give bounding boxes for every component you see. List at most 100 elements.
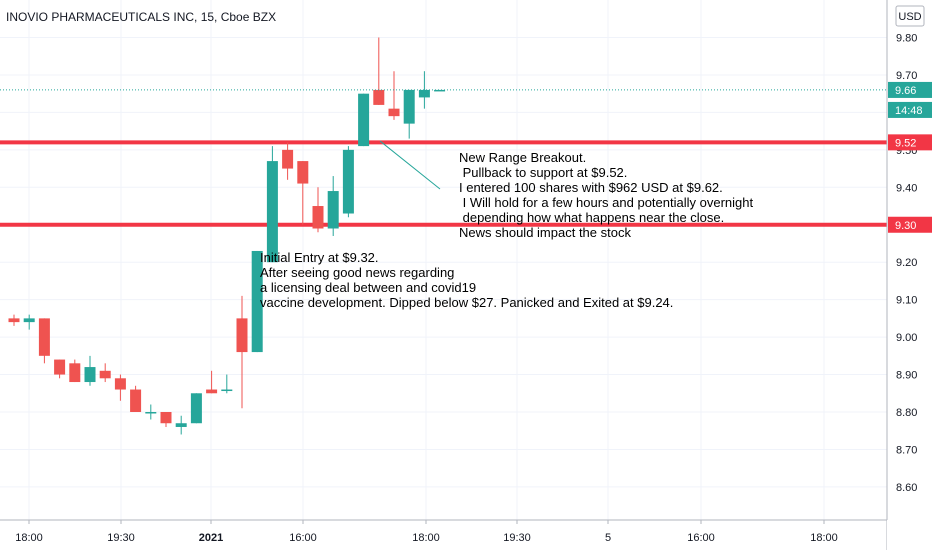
candle-body [251,250,263,353]
time-tick-label: 5 [605,532,611,544]
candle-body [8,318,20,323]
candle[interactable] [251,250,263,353]
level-price-tag-bg [888,216,932,233]
last-price-tag-label: 9.66 [895,85,916,97]
candle[interactable] [190,393,202,424]
candle-body [206,389,218,394]
price-tick-label: 8.90 [896,370,917,382]
axis-corner [887,520,932,550]
candle[interactable] [282,142,294,180]
candle-body [114,378,126,390]
price-tick-label: 9.00 [896,332,917,344]
annotation-breakout-text: New Range Breakout. Pullback to support … [459,150,753,240]
candle[interactable] [297,161,309,225]
candle[interactable] [175,415,187,435]
candle-body [327,191,339,229]
price-tick-label: 8.80 [896,407,917,419]
time-tick-label: 18:00 [810,532,838,544]
candle[interactable] [38,318,50,364]
candle-body [342,149,354,214]
time-tick-label: 18:00 [412,532,440,544]
candle[interactable] [358,93,370,147]
candle-body [38,318,50,356]
candle-body [373,89,385,105]
candle[interactable] [99,363,111,383]
candle[interactable] [145,404,157,420]
time-tick-label: 16:00 [289,532,317,544]
candle-body [145,412,157,414]
candle-body [312,206,324,229]
time-tick-label: 16:00 [687,532,715,544]
candle[interactable] [114,374,126,401]
candle[interactable] [23,314,35,330]
candle-body [54,359,66,375]
candle-body [236,318,248,353]
annotation-line: I Will hold for a few hours and potentia… [459,195,753,210]
annotation-initial-entry[interactable]: Initial Entry at $9.32. After seeing good… [260,250,673,310]
candle-body [434,89,446,92]
currency-label: USD [898,11,921,23]
last-price-tag-bg [888,81,932,98]
candle[interactable] [388,71,400,120]
level-price-tag-label: 9.52 [895,137,916,149]
annotation-line: depending how what happens near the clos… [459,210,724,225]
candle-body [130,389,142,412]
time-tick-label: 19:30 [503,532,531,544]
level-price-tag-label: 9.30 [895,220,916,232]
candle[interactable] [8,314,20,326]
candle[interactable] [130,385,142,412]
candle[interactable] [206,370,218,394]
price-tick-label: 8.60 [896,482,917,494]
level-price-tag-bg [888,134,932,151]
currency-button-frame [895,5,925,27]
candle-body [69,363,81,383]
annotation-line: Initial Entry at $9.32. [260,250,379,265]
annotation-line: I entered 100 shares with $962 USD at $9… [459,180,723,195]
support-resistance-lines[interactable] [0,140,887,227]
time-tick-label: 2021 [199,532,223,544]
annotation-line: a licensing deal between and covid19 [260,280,476,295]
candle[interactable] [312,187,324,233]
price-tick-label: 9.80 [896,33,917,45]
candles[interactable] [8,37,446,435]
countdown-tag-bg [888,101,932,118]
candle-body [418,89,430,98]
price-tags: 9.52 9.30 9.66 14:48 [888,81,932,233]
chart-title: INOVIO PHARMACEUTICALS INC, 15, Cboe BZX [6,10,276,24]
annotation-line: Pullback to support at $9.52. [459,165,627,180]
candle[interactable] [221,374,233,394]
time-axis[interactable]: 18:00 19:30 2021 16:00 18:00 19:30 5 16:00 18:00 [15,520,838,544]
candle-body [175,423,187,427]
candle-body [221,389,233,392]
candle[interactable] [373,37,385,105]
price-tick-label: 9.40 [896,182,917,194]
annotation-initial-entry-text: Initial Entry at $9.32. After seeing good… [260,250,673,310]
candle[interactable] [342,146,354,218]
annotation-breakout[interactable]: New Range Breakout. Pullback to support … [459,150,753,240]
candle-body [358,93,370,147]
price-tick-label: 9.20 [896,257,917,269]
candle-body [388,108,400,117]
annotation-line: New Range Breakout. [459,150,586,165]
annotation-arrow-line [379,140,441,190]
candle[interactable] [236,295,248,409]
candle-body [190,393,202,424]
candle[interactable] [327,176,339,236]
candle[interactable] [266,146,278,263]
candle-body [160,412,172,424]
candle[interactable] [418,71,430,109]
candle[interactable] [403,89,415,139]
candle-body [84,367,96,383]
candle[interactable] [54,359,66,379]
annotation-arrow [379,140,441,190]
candle[interactable] [434,89,446,92]
countdown-tag-label: 14:48 [895,105,923,117]
price-tick-label: 9.10 [896,295,917,307]
candle[interactable] [160,412,172,427]
candle-body [297,161,309,184]
annotation-line: vaccine development. Dipped below $27. P… [260,295,673,310]
candle[interactable] [84,355,96,386]
currency-button[interactable]: USD [895,5,925,27]
candle[interactable] [69,359,81,383]
